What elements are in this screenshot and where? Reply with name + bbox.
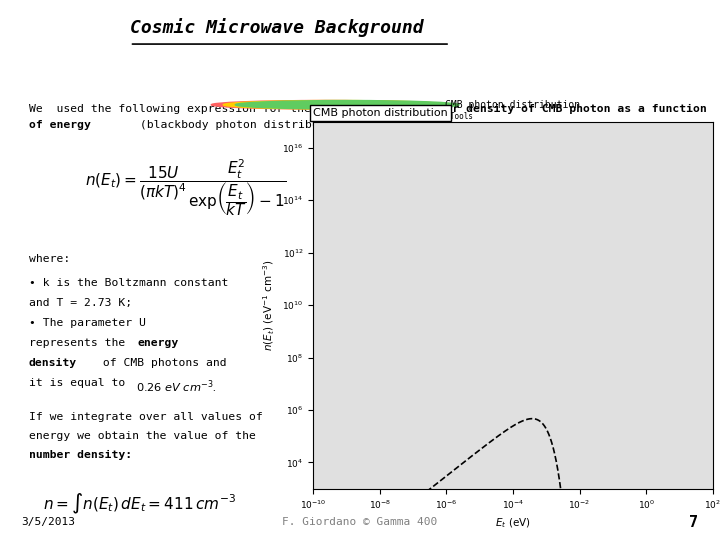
Text: $0.26\ eV\ cm^{-3}$.: $0.26\ eV\ cm^{-3}$. [136, 378, 217, 395]
Text: We  used the following expression for the: We used the following expression for the [29, 104, 318, 114]
Text: of CMB photons and: of CMB photons and [96, 359, 227, 368]
Text: • The parameter U: • The parameter U [29, 319, 145, 328]
Circle shape [211, 100, 435, 109]
Text: density: density [29, 359, 76, 368]
Text: • k is the Boltzmann constant: • k is the Boltzmann constant [29, 279, 228, 288]
Text: If we integrate over all values of: If we integrate over all values of [29, 412, 262, 422]
Circle shape [235, 100, 459, 109]
Text: CMB photon distribution: CMB photon distribution [313, 108, 448, 118]
Text: where:: where: [29, 254, 70, 264]
Circle shape [223, 100, 447, 109]
Text: it is equal to: it is equal to [29, 378, 132, 388]
Text: CMB photon distribution: CMB photon distribution [446, 100, 580, 110]
Text: Cosmic Microwave Background: Cosmic Microwave Background [130, 18, 423, 37]
Text: F. Giordano © Gamma 400: F. Giordano © Gamma 400 [282, 517, 438, 528]
Text: energy: energy [138, 338, 179, 348]
Text: of energy: of energy [29, 120, 91, 131]
Text: $[eV^{-1}cm^{-3}]$: $[eV^{-1}cm^{-3}]$ [406, 172, 488, 192]
Text: 7: 7 [689, 515, 698, 530]
Text: $n = \int n(E_t)\,dE_t = 411\,cm^{-3}$: $n = \int n(E_t)\,dE_t = 411\,cm^{-3}$ [42, 492, 235, 516]
Text: 3/5/2013: 3/5/2013 [22, 517, 76, 528]
Text: File  Edit  View  Options  Tools: File Edit View Options Tools [325, 112, 473, 121]
X-axis label: $E_t\ \mathrm{(eV)}$: $E_t\ \mathrm{(eV)}$ [495, 516, 531, 530]
Text: represents the: represents the [29, 338, 132, 348]
Text: energy we obtain the value of the: energy we obtain the value of the [29, 431, 256, 441]
Y-axis label: $n(E_t)\ \mathrm{(eV^{-1}\ cm^{-3})}$: $n(E_t)\ \mathrm{(eV^{-1}\ cm^{-3})}$ [261, 259, 276, 351]
Text: (blackbody photon distribution):: (blackbody photon distribution): [133, 120, 360, 131]
Text: number density:: number density: [29, 450, 132, 460]
Text: and T = 2.73 K;: and T = 2.73 K; [29, 298, 132, 308]
Text: number density of CMB photon as a function: number density of CMB photon as a functi… [418, 104, 707, 114]
Text: $n(E_t) = \dfrac{15U}{(\pi k T)^4} \dfrac{E_t^2}{\exp\!\left(\dfrac{E_t}{kT}\rig: $n(E_t) = \dfrac{15U}{(\pi k T)^4} \dfra… [85, 157, 286, 218]
